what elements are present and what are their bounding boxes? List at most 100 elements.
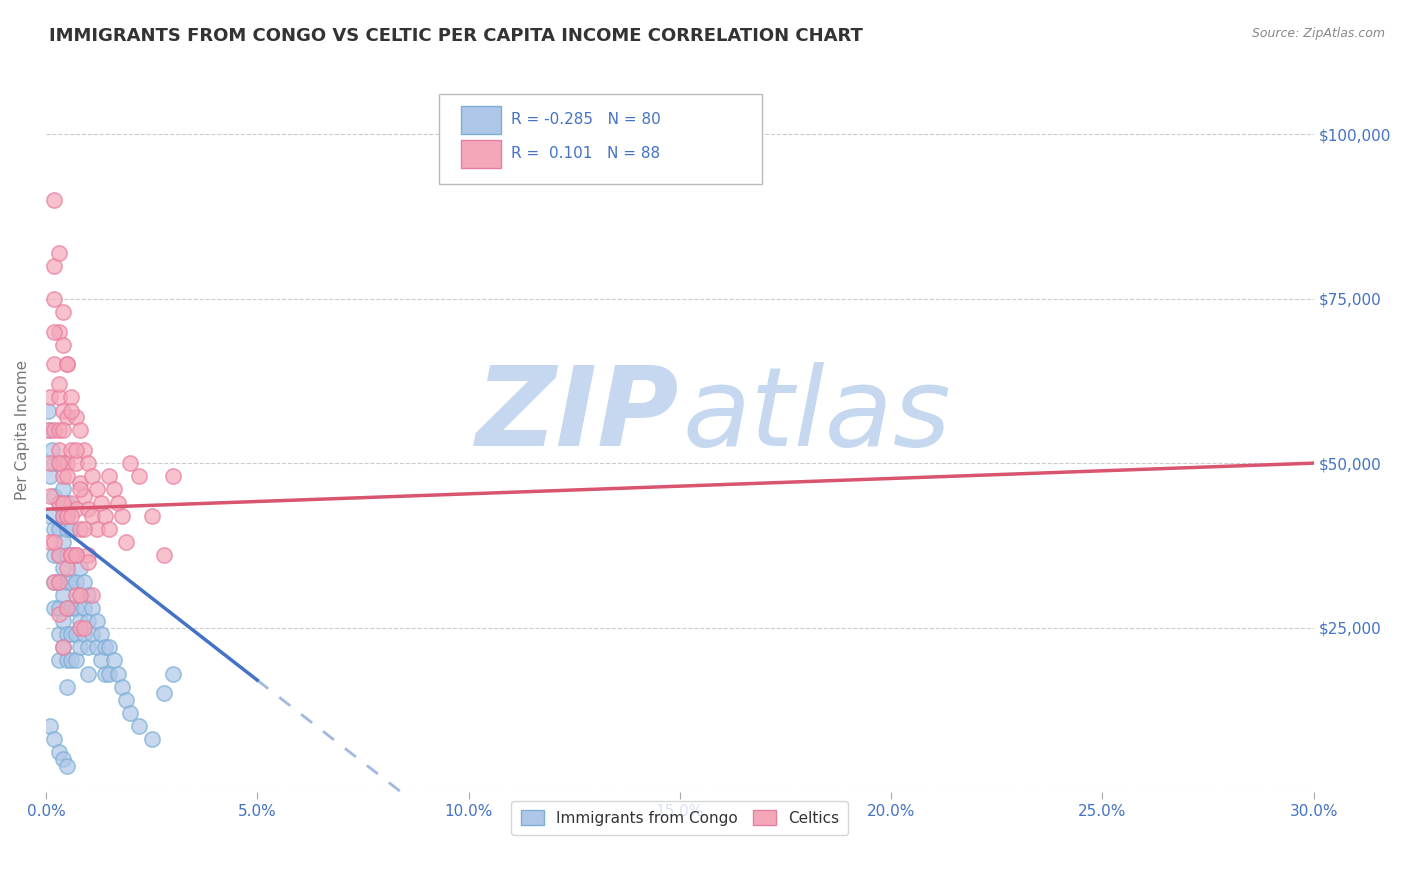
Text: atlas: atlas [682, 362, 950, 469]
FancyBboxPatch shape [439, 94, 762, 185]
Point [52, 508, 75, 523]
Point [90, 627, 112, 641]
Point [56, 653, 79, 667]
Point [56, 456, 79, 470]
Point [141, 508, 163, 523]
Point [48, 423, 70, 437]
Point [94, 666, 117, 681]
Point [65, 548, 87, 562]
Text: IMMIGRANTS FROM CONGO VS CELTIC PER CAPITA INCOME CORRELATION CHART: IMMIGRANTS FROM CONGO VS CELTIC PER CAPI… [49, 27, 863, 45]
Legend: Immigrants from Congo, Celtics: Immigrants from Congo, Celtics [512, 801, 848, 835]
Point [48, 627, 70, 641]
Point [86, 640, 108, 655]
Point [107, 666, 129, 681]
Point [86, 522, 108, 536]
Point [69, 475, 91, 490]
Point [48, 245, 70, 260]
Point [52, 337, 75, 351]
Point [90, 653, 112, 667]
Point [56, 574, 79, 589]
Point [56, 358, 79, 372]
Point [52, 535, 75, 549]
Point [44, 574, 66, 589]
Point [39, 390, 62, 404]
Point [82, 600, 104, 615]
Point [65, 600, 87, 615]
Point [60, 522, 83, 536]
Point [82, 508, 104, 523]
Point [44, 535, 66, 549]
Point [56, 680, 79, 694]
Point [52, 456, 75, 470]
Point [162, 469, 184, 483]
Point [65, 442, 87, 457]
Point [44, 325, 66, 339]
Point [153, 548, 176, 562]
Text: Source: ZipAtlas.com: Source: ZipAtlas.com [1251, 27, 1385, 40]
Bar [461, 140, 501, 168]
Point [56, 600, 79, 615]
Point [60, 548, 83, 562]
Point [48, 653, 70, 667]
Point [48, 390, 70, 404]
Point [162, 666, 184, 681]
Point [44, 193, 66, 207]
Point [56, 508, 79, 523]
Point [56, 627, 79, 641]
Point [44, 489, 66, 503]
Point [60, 508, 83, 523]
Point [65, 548, 87, 562]
Point [73, 627, 96, 641]
Point [73, 600, 96, 615]
Point [73, 574, 96, 589]
Point [128, 469, 150, 483]
Point [115, 535, 138, 549]
Point [48, 495, 70, 509]
Point [39, 719, 62, 733]
Point [65, 574, 87, 589]
Point [44, 292, 66, 306]
Bar [461, 106, 501, 134]
Point [52, 495, 75, 509]
Point [69, 588, 91, 602]
Point [56, 410, 79, 425]
Text: R =  0.101   N = 88: R = 0.101 N = 88 [512, 146, 661, 161]
Point [56, 508, 79, 523]
Point [52, 403, 75, 417]
Point [48, 377, 70, 392]
Point [65, 627, 87, 641]
Point [44, 259, 66, 273]
Point [56, 758, 79, 772]
Point [39, 535, 62, 549]
Point [48, 456, 70, 470]
Point [77, 502, 100, 516]
Point [52, 469, 75, 483]
Point [52, 640, 75, 655]
Point [56, 548, 79, 562]
Point [65, 588, 87, 602]
Point [120, 706, 142, 720]
Point [44, 574, 66, 589]
Point [41, 442, 63, 457]
Point [39, 456, 62, 470]
Point [52, 588, 75, 602]
Point [103, 483, 125, 497]
Point [60, 495, 83, 509]
Point [86, 614, 108, 628]
Point [60, 627, 83, 641]
Point [48, 600, 70, 615]
Point [44, 423, 66, 437]
Point [69, 522, 91, 536]
Point [37, 423, 59, 437]
Text: ZIP: ZIP [477, 362, 681, 469]
Text: R = -0.285   N = 80: R = -0.285 N = 80 [512, 112, 661, 128]
Point [94, 508, 117, 523]
Point [52, 508, 75, 523]
Point [44, 358, 66, 372]
Point [77, 640, 100, 655]
Point [48, 442, 70, 457]
Point [115, 693, 138, 707]
Point [56, 495, 79, 509]
Point [52, 423, 75, 437]
Point [52, 483, 75, 497]
